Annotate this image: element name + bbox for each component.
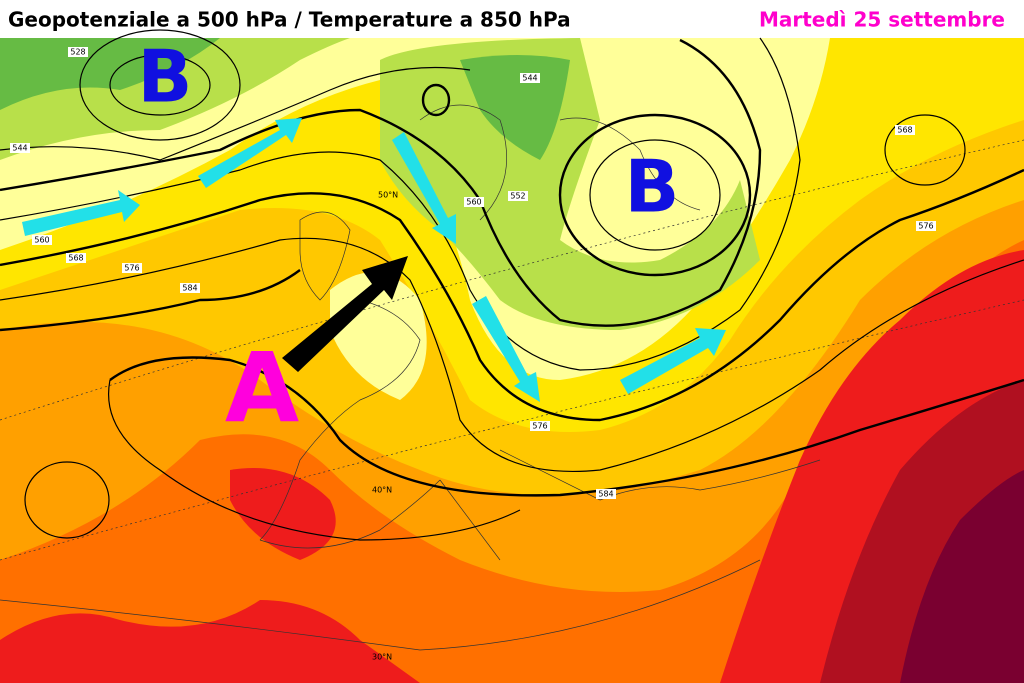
contour — [79, 29, 241, 141]
contour-label: 552 — [510, 192, 525, 201]
contour-label-bg — [464, 197, 484, 207]
contour-label: 528 — [70, 48, 85, 57]
pressure-center: B — [138, 35, 193, 119]
contour-label: 568 — [68, 254, 83, 263]
contour-label: 576 — [532, 422, 547, 431]
field-red-sw — [0, 600, 420, 683]
contour — [109, 54, 211, 116]
field-green-central — [380, 38, 760, 330]
field-red-iberia — [230, 468, 336, 560]
geopotential-contours — [0, 29, 1024, 541]
contour-label-bg — [122, 263, 142, 273]
contour-label: 568 — [897, 126, 912, 135]
contour-label-bg — [520, 73, 540, 83]
contour-label: 576 — [918, 222, 933, 231]
latitude-label: 50°N — [378, 191, 398, 200]
contour-label: 544 — [522, 74, 537, 83]
contour — [884, 114, 966, 186]
flow-arrow — [22, 190, 140, 236]
coastline — [0, 104, 821, 651]
contour — [558, 113, 752, 277]
field-maroon — [900, 470, 1024, 683]
field-dark-green-central — [460, 55, 570, 160]
contour-label: 544 — [12, 144, 27, 153]
contour-label-bg — [32, 235, 52, 245]
field-dark-green-nw — [0, 38, 220, 110]
flow-arrow — [620, 328, 726, 394]
header-bar — [0, 0, 1024, 38]
contour — [0, 269, 1024, 497]
contour-label-bg — [596, 489, 616, 499]
contour-label: 560 — [34, 236, 49, 245]
contour — [0, 66, 471, 161]
map-title: Geopotenziale a 500 hPa / Temperature a … — [8, 8, 571, 32]
latitude-label: 30°N — [372, 653, 392, 662]
contour-label-bg — [180, 283, 200, 293]
contour — [589, 139, 721, 251]
contour-labels: 528 544 560 568 576 584 544 552 560 576 568 576 584 — [10, 47, 936, 499]
contour-label-bg — [66, 253, 86, 263]
contour-label: 584 — [182, 284, 197, 293]
contour-label-bg — [508, 191, 528, 201]
contour — [421, 83, 451, 117]
flow-arrow — [472, 296, 540, 402]
contour-label-bg — [895, 125, 915, 135]
flow-arrow — [198, 118, 302, 188]
contour — [108, 379, 521, 541]
contour — [24, 461, 110, 539]
pressure-center: A — [225, 332, 299, 444]
contour-label-bg — [10, 143, 30, 153]
latitude-label: 40°N — [372, 486, 392, 495]
contour — [0, 168, 1024, 422]
coastlines — [0, 104, 1024, 651]
contour — [0, 237, 1024, 473]
flow-arrow — [392, 132, 456, 244]
contour-label-bg — [916, 221, 936, 231]
flow-arrows — [22, 118, 726, 402]
map-date: Martedì 25 settembre — [759, 8, 1005, 32]
contour-label: 584 — [598, 490, 613, 499]
contour-label: 560 — [466, 198, 481, 207]
contour — [0, 38, 762, 327]
pressure-center: B — [625, 145, 680, 229]
contour-label: 576 — [124, 264, 139, 273]
flow-arrow-black — [282, 256, 408, 372]
contour-label-bg — [68, 47, 88, 57]
contour-label-bg — [530, 421, 550, 431]
